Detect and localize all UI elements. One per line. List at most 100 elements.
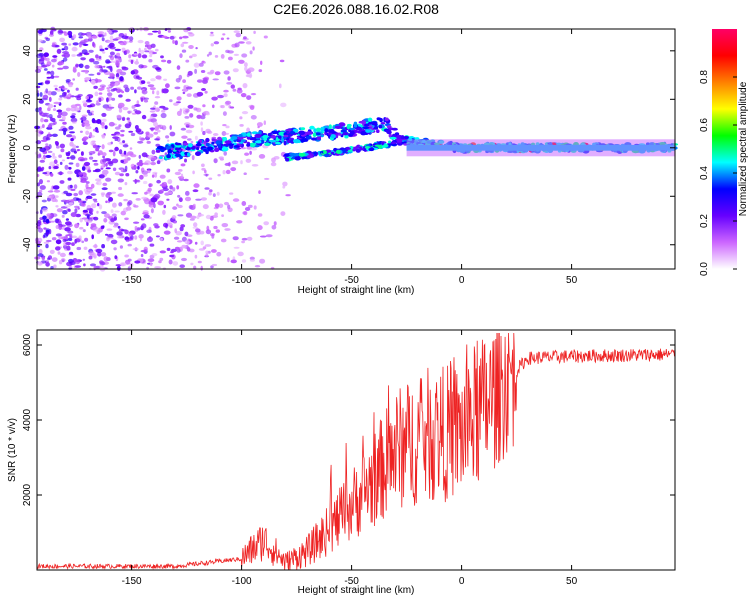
noise-speckle bbox=[244, 152, 250, 156]
trace-cell bbox=[380, 122, 386, 125]
noise-speckle bbox=[61, 42, 67, 46]
noise-speckle bbox=[105, 193, 111, 198]
noise-speckle bbox=[76, 53, 83, 57]
noise-speckle bbox=[157, 124, 164, 128]
trace-cell bbox=[211, 138, 216, 142]
noise-speckle bbox=[87, 196, 93, 199]
noise-speckle bbox=[107, 92, 113, 97]
noise-speckle bbox=[149, 193, 154, 197]
noise-speckle bbox=[142, 162, 149, 165]
noise-speckle bbox=[42, 219, 47, 223]
noise-speckle bbox=[92, 41, 95, 47]
noise-speckle bbox=[200, 265, 203, 271]
noise-speckle bbox=[40, 209, 43, 215]
noise-speckle bbox=[99, 84, 106, 88]
noise-speckle bbox=[38, 107, 42, 111]
trace-cell bbox=[261, 139, 265, 144]
x-tick-label: -150 bbox=[122, 275, 142, 286]
noise-speckle bbox=[200, 70, 206, 73]
noise-speckle bbox=[210, 265, 214, 269]
noise-speckle bbox=[67, 93, 72, 99]
noise-speckle bbox=[47, 103, 54, 109]
noise-speckle bbox=[149, 202, 154, 206]
noise-speckle bbox=[149, 243, 155, 247]
noise-speckle bbox=[109, 51, 115, 56]
noise-speckle bbox=[124, 165, 128, 171]
trace-cell bbox=[175, 144, 182, 148]
noise-speckle bbox=[72, 66, 77, 71]
noise-speckle bbox=[37, 132, 41, 137]
trace-cell bbox=[174, 142, 182, 146]
noise-speckle bbox=[78, 171, 83, 176]
noise-speckle bbox=[218, 203, 224, 209]
noise-speckle bbox=[205, 173, 208, 177]
noise-speckle bbox=[220, 54, 225, 59]
noise-speckle bbox=[53, 189, 61, 193]
noise-speckle bbox=[48, 166, 52, 170]
noise-speckle bbox=[46, 180, 51, 183]
noise-speckle bbox=[66, 156, 70, 160]
noise-speckle bbox=[242, 211, 247, 215]
noise-speckle bbox=[161, 109, 166, 113]
noise-speckle bbox=[279, 59, 285, 63]
noise-speckle bbox=[192, 226, 198, 229]
noise-speckle bbox=[129, 152, 134, 156]
trace-cell bbox=[400, 135, 405, 140]
noise-speckle bbox=[230, 84, 235, 89]
noise-speckle bbox=[118, 186, 123, 191]
noise-speckle bbox=[189, 218, 195, 221]
trace-cell bbox=[370, 121, 378, 126]
noise-speckle bbox=[139, 136, 142, 140]
noise-speckle bbox=[70, 199, 75, 202]
trace-cell bbox=[203, 148, 207, 152]
noise-speckle bbox=[136, 100, 140, 106]
noise-speckle bbox=[211, 234, 215, 239]
noise-speckle bbox=[84, 165, 91, 170]
noise-speckle bbox=[57, 251, 61, 255]
noise-speckle bbox=[225, 169, 231, 175]
noise-speckle bbox=[53, 84, 58, 88]
noise-speckle bbox=[148, 183, 153, 188]
noise-speckle bbox=[114, 255, 118, 260]
trace-cell bbox=[379, 118, 383, 123]
noise-speckle bbox=[70, 117, 78, 123]
noise-speckle bbox=[180, 173, 184, 179]
noise-speckle bbox=[38, 29, 43, 34]
noise-speckle bbox=[217, 94, 224, 99]
noise-speckle bbox=[96, 100, 99, 104]
noise-speckle bbox=[206, 54, 210, 57]
noise-speckle bbox=[168, 259, 173, 265]
noise-speckle bbox=[233, 246, 240, 249]
noise-speckle bbox=[200, 121, 203, 126]
noise-speckle bbox=[68, 166, 72, 170]
noise-speckle bbox=[177, 194, 181, 198]
noise-speckle bbox=[223, 132, 230, 135]
noise-speckle bbox=[125, 173, 130, 177]
noise-speckle bbox=[62, 87, 68, 91]
noise-speckle bbox=[105, 200, 108, 204]
noise-speckle bbox=[140, 249, 147, 253]
trace-cell bbox=[323, 150, 327, 155]
trace-cell bbox=[382, 144, 389, 148]
noise-speckle bbox=[139, 238, 143, 242]
noise-speckle bbox=[240, 93, 247, 98]
noise-speckle bbox=[182, 35, 189, 39]
noise-speckle bbox=[64, 199, 70, 203]
noise-speckle bbox=[179, 53, 183, 59]
noise-speckle bbox=[74, 107, 80, 112]
noise-speckle bbox=[39, 47, 44, 51]
noise-speckle bbox=[134, 125, 139, 130]
noise-speckle bbox=[98, 55, 102, 59]
noise-speckle bbox=[83, 161, 91, 166]
noise-speckle bbox=[167, 139, 170, 142]
noise-speckle bbox=[54, 141, 58, 145]
trace-cell bbox=[224, 140, 232, 144]
trace-cell bbox=[341, 149, 347, 154]
trace-cell bbox=[233, 145, 240, 148]
noise-speckle bbox=[87, 169, 92, 173]
noise-speckle bbox=[239, 124, 244, 127]
noise-speckle bbox=[39, 147, 47, 153]
trace-cell bbox=[209, 149, 215, 153]
trace-cell bbox=[182, 142, 189, 146]
trace-cell bbox=[358, 146, 363, 149]
